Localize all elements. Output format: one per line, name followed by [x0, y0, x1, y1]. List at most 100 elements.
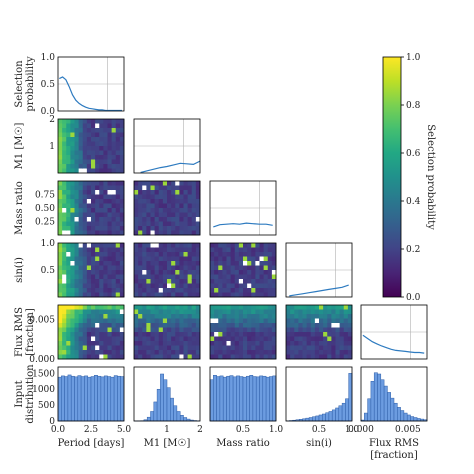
heatmap-cell — [183, 221, 189, 227]
heatmap-cell — [167, 185, 172, 191]
heatmap-cell — [290, 345, 295, 351]
heatmap-cell — [331, 314, 336, 319]
heatmap-cell — [191, 256, 197, 262]
heatmap-cell — [331, 341, 336, 346]
heatmap-cell — [247, 292, 252, 298]
heatmap-cell — [58, 341, 63, 346]
heatmap-cell — [146, 181, 151, 186]
heatmap-cell — [343, 341, 349, 346]
heatmap-cell — [179, 341, 184, 346]
heatmap-cell — [167, 256, 172, 262]
heatmap-cell — [119, 350, 125, 355]
heatmap-cell — [179, 243, 184, 248]
colorbar-gradient — [382, 56, 402, 298]
heatmap-cell — [179, 261, 184, 266]
heatmap-cell — [154, 199, 160, 204]
heatmap-cell — [134, 323, 139, 328]
heatmap-cell — [319, 305, 324, 310]
heatmap-cell — [158, 314, 164, 319]
ytick-input: 0 — [49, 417, 55, 427]
heatmap-cell — [74, 141, 80, 147]
heatmap-cell — [167, 341, 172, 346]
heatmap-cell — [86, 199, 92, 204]
heatmap-cell — [74, 332, 80, 337]
heatmap-cell — [134, 185, 139, 191]
heatmap-cell — [195, 221, 201, 227]
heatmap-cell — [70, 270, 75, 275]
heatmap-cell — [99, 230, 104, 236]
heatmap-cell — [86, 194, 92, 200]
ytick-frms: 0.000 — [29, 355, 55, 365]
heatmap-cell — [82, 283, 88, 289]
heatmap-cell — [222, 318, 227, 324]
heatmap-cell — [138, 247, 143, 253]
heatmap-cell — [319, 318, 324, 324]
heatmap-cell — [146, 274, 151, 280]
heatmap-cell — [58, 261, 63, 266]
heatmap-cell — [214, 345, 219, 351]
heatmap-cell — [183, 288, 189, 293]
heatmap-cell — [251, 309, 256, 315]
heatmap-cell — [306, 309, 312, 315]
heatmap-cell — [74, 181, 80, 186]
heatmap-cell — [271, 314, 277, 319]
heatmap-cell — [74, 274, 80, 280]
heatmap-cell — [78, 247, 84, 253]
hist-bar-period — [110, 376, 115, 422]
heatmap-sini-vs-q — [210, 243, 277, 298]
heatmap-cell — [158, 256, 164, 262]
colorbar-tick-label: 0.0 — [406, 293, 421, 303]
heatmap-cell — [226, 318, 232, 324]
heatmap-cell — [146, 327, 151, 333]
heatmap-cell — [62, 327, 67, 333]
heatmap-cell — [175, 190, 180, 195]
heatmap-cell — [230, 243, 236, 248]
hist-bar-period — [84, 375, 88, 422]
heatmap-cell — [222, 247, 227, 253]
heatmap-cell — [107, 212, 113, 218]
heatmap-cell — [310, 305, 316, 310]
heatmap-cell — [319, 309, 324, 315]
heatmap-cell — [171, 194, 176, 200]
heatmap-cell — [62, 123, 67, 129]
heatmap-cell — [335, 336, 341, 342]
heatmap-cell — [66, 252, 71, 257]
heatmap-cell — [74, 185, 80, 191]
heatmap-cell — [286, 354, 291, 360]
heatmap-cell — [62, 217, 67, 222]
heatmap-cell — [62, 128, 67, 133]
heatmap-cell — [267, 354, 273, 360]
heatmap-cell — [150, 226, 156, 231]
heatmap-cell — [134, 345, 139, 351]
hist-bar-sini — [318, 414, 323, 422]
heatmap-cell — [103, 194, 108, 200]
heatmap-cell — [115, 283, 121, 289]
heatmap-cell — [247, 327, 252, 333]
heatmap-cell — [58, 230, 63, 236]
heatmap-cell — [62, 168, 67, 174]
heatmap-cell — [138, 350, 143, 355]
heatmap-cell — [162, 309, 168, 315]
heatmap-cell — [66, 327, 71, 333]
heatmap-cell — [115, 288, 121, 293]
heatmap-cell — [62, 185, 67, 191]
heatmap-cell — [78, 327, 84, 333]
heatmap-cell — [111, 247, 117, 253]
heatmap-cell — [179, 274, 184, 280]
heatmap-cell — [230, 279, 236, 284]
heatmap-cell — [107, 132, 113, 138]
heatmap-cell — [111, 283, 117, 289]
heatmap-cell — [195, 243, 201, 248]
heatmap-cell — [70, 137, 75, 142]
heatmap-cell — [99, 341, 104, 346]
heatmap-cell — [167, 279, 172, 284]
heatmap-cell — [146, 247, 151, 253]
heatmap-cell — [138, 208, 143, 213]
heatmap-cell — [195, 230, 201, 236]
heatmap-cell — [259, 314, 265, 319]
heatmap-cell — [99, 132, 104, 138]
heatmap-cell — [95, 354, 100, 360]
heatmap-cell — [179, 194, 184, 200]
heatmap-cell — [62, 279, 67, 284]
heatmap-cell — [263, 252, 269, 257]
